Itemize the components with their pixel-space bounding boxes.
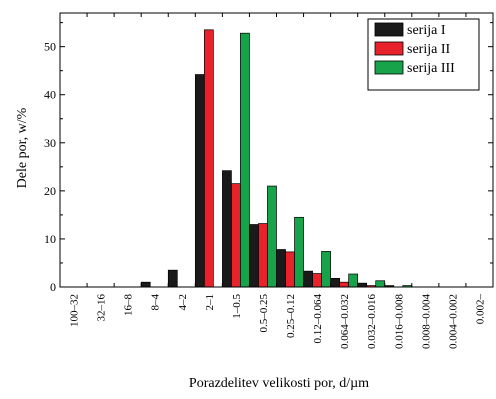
bar-1-0.25–0.12 bbox=[276, 249, 286, 288]
bar-3-0.032–0.016 bbox=[375, 280, 386, 288]
x-category-label: 0.016–0.008 bbox=[393, 294, 405, 350]
x-axis-title: Porazdelitev velikosti por, d/µm bbox=[189, 376, 369, 391]
labels-group: 0 10 20 30 40 50 100–32 32–16 16–8 8–4 4–2 2–1 1–0.5… bbox=[44, 40, 486, 349]
bar-3-0.12–0.064 bbox=[321, 251, 331, 288]
x-category-label: 0.5–0.25 bbox=[258, 294, 270, 333]
y-axis-title: Dele por, w/% bbox=[15, 107, 30, 188]
x-category-label: 1–0.5 bbox=[231, 294, 243, 319]
bar-3-0.064–0.032 bbox=[348, 273, 359, 288]
y-tick-label: 40 bbox=[44, 88, 56, 102]
legend-label-1: serija I bbox=[407, 23, 446, 38]
x-category-label: 8–4 bbox=[150, 294, 162, 311]
x-category-label: 100–32 bbox=[69, 294, 81, 327]
bar-1-0.032–0.016 bbox=[357, 282, 368, 288]
bar-1-2–1 bbox=[194, 74, 205, 288]
y-tick-label: 50 bbox=[44, 40, 56, 54]
x-category-label: 0.12–0.064 bbox=[312, 294, 324, 344]
x-category-label: 16–8 bbox=[123, 294, 135, 317]
bar-3-0.25–0.12 bbox=[294, 216, 304, 288]
legend-label-3: serija III bbox=[407, 61, 455, 76]
legend: serija I serija II serija III bbox=[367, 18, 480, 91]
bar-1-8–4 bbox=[140, 281, 151, 288]
bar-3-1–0.5 bbox=[240, 32, 250, 288]
x-category-label: 0.064–0.032 bbox=[339, 294, 351, 349]
bar-1-1–0.5 bbox=[222, 170, 232, 288]
y-tick-label: 20 bbox=[44, 184, 56, 198]
bar-2-1–0.5 bbox=[231, 183, 241, 288]
x-category-label: 32–16 bbox=[96, 294, 108, 322]
legend-swatch-3 bbox=[374, 60, 404, 75]
legend-swatch-2 bbox=[374, 41, 404, 56]
bar-2-0.5–0.25 bbox=[258, 223, 268, 288]
bar-3-0.5–0.25 bbox=[267, 185, 277, 288]
bar-1-0.12–0.064 bbox=[303, 270, 313, 288]
bar-2-0.25–0.12 bbox=[285, 251, 295, 288]
bar-1-0.064–0.032 bbox=[330, 278, 341, 288]
y-tick-label: 10 bbox=[44, 232, 56, 246]
x-category-label: 0.032–0.016 bbox=[366, 294, 378, 350]
bars-group bbox=[140, 29, 413, 288]
legend-label-2: serija II bbox=[407, 42, 450, 57]
y-tick-label: 0 bbox=[50, 280, 56, 294]
bar-2-0.064–0.032 bbox=[339, 281, 350, 288]
bar-2-0.12–0.064 bbox=[312, 273, 322, 288]
x-category-label: 0.25–0.12 bbox=[285, 294, 297, 338]
x-category-label: 0.004–0.002 bbox=[447, 294, 459, 349]
legend-swatch-1 bbox=[374, 22, 404, 37]
x-category-label: 2–1 bbox=[204, 294, 216, 311]
bar-1-0.5–0.25 bbox=[249, 224, 259, 288]
x-category-label: 4–2 bbox=[177, 294, 189, 311]
y-tick-label: 30 bbox=[44, 136, 56, 150]
axes-group bbox=[59, 12, 494, 288]
x-category-label: 0.008–0.004 bbox=[420, 294, 432, 350]
bar-1-4–2 bbox=[167, 269, 178, 288]
bar-2-2–1 bbox=[203, 29, 214, 288]
x-category-label: 0.002– bbox=[474, 294, 486, 325]
